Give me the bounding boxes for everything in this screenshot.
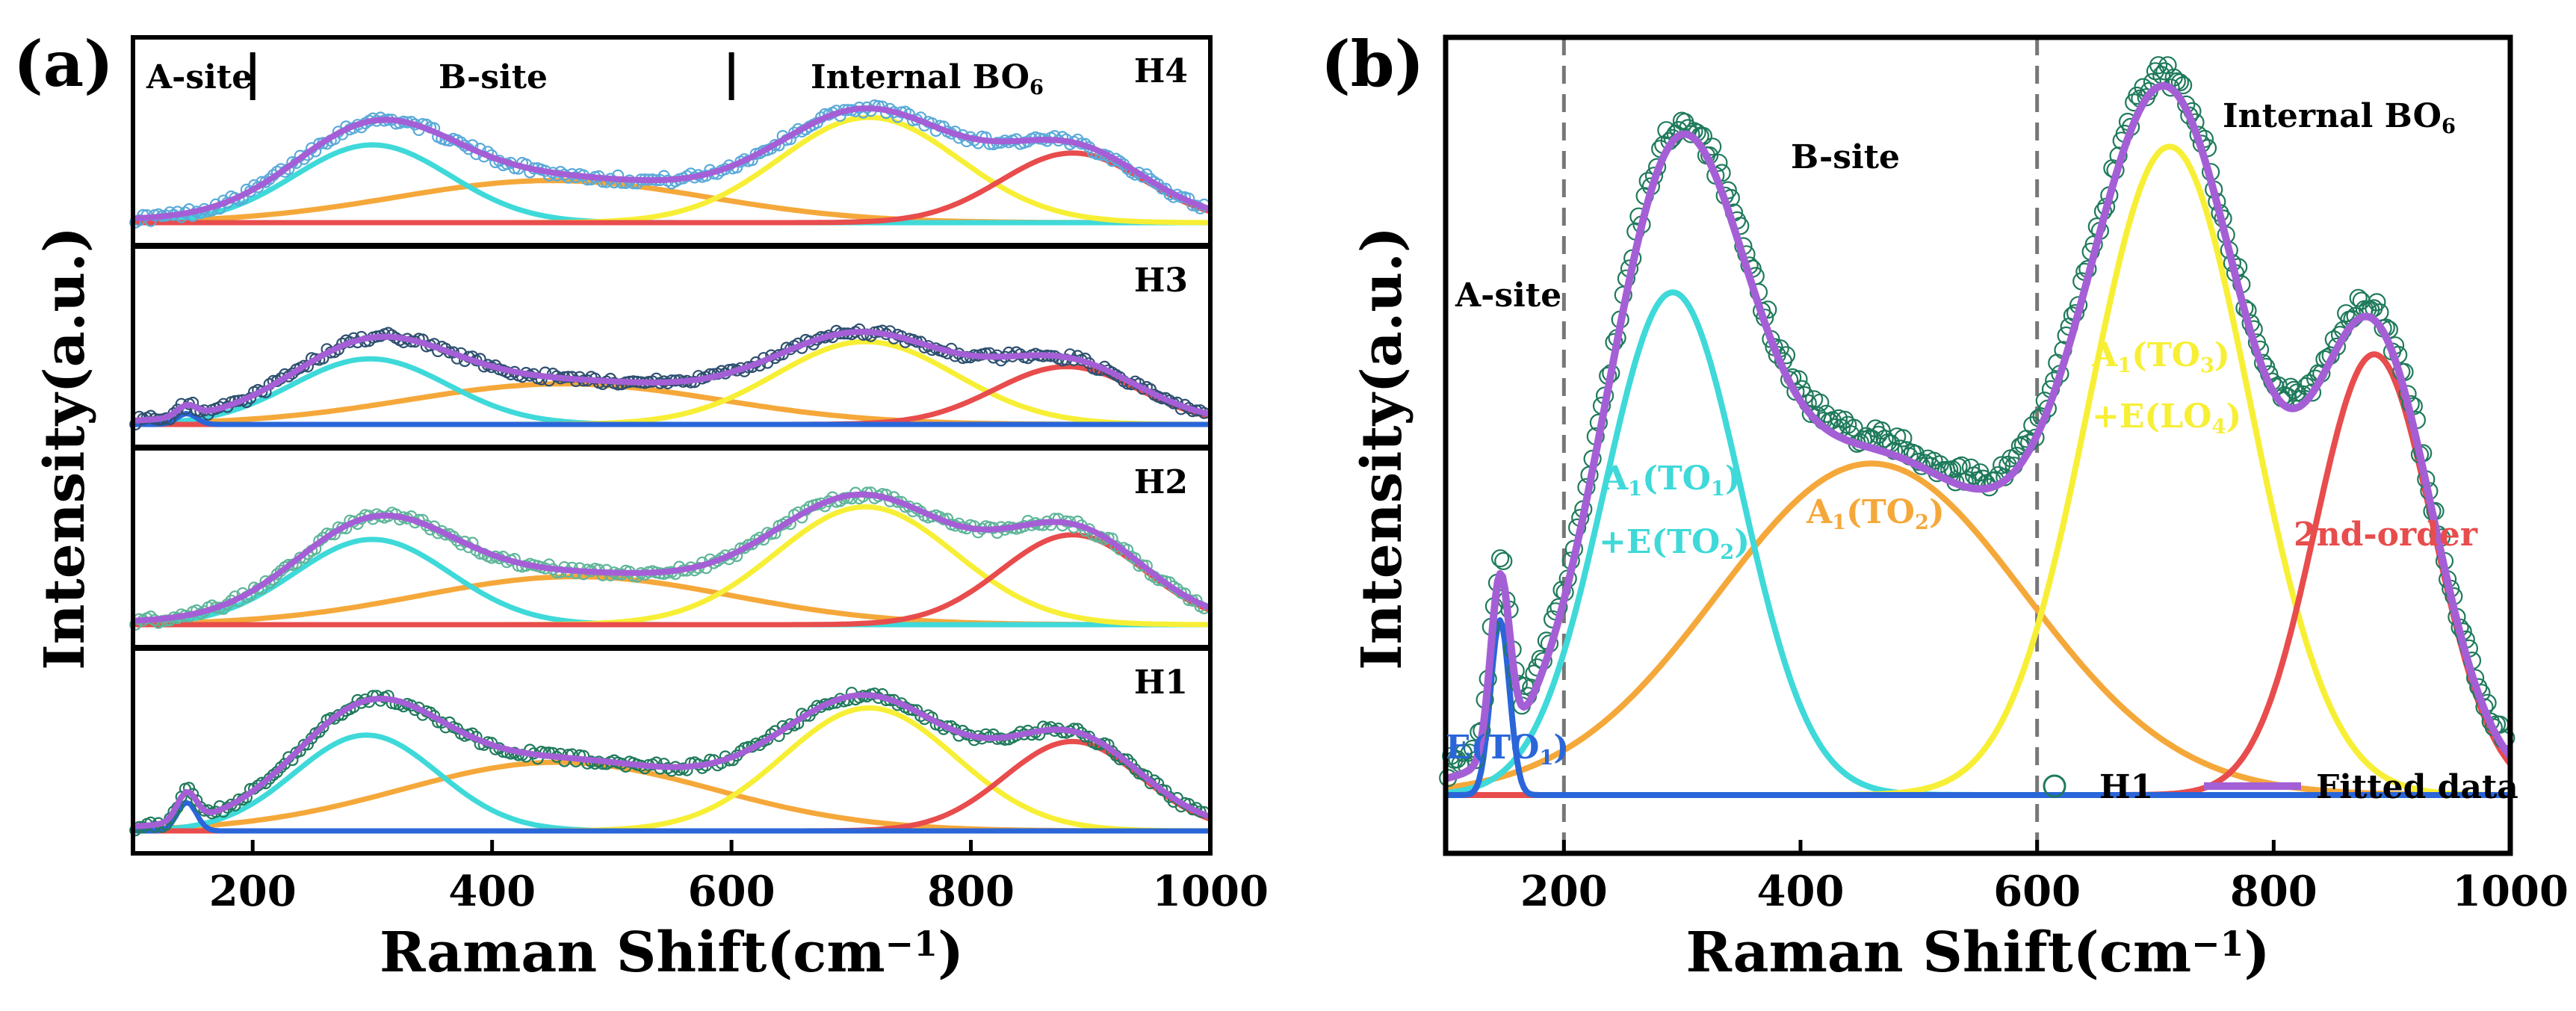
x-tick-label: 600 — [688, 867, 775, 916]
panel-a-xlabel: Raman Shift(cm−1) — [380, 921, 964, 985]
observed-point — [1894, 429, 1913, 448]
annotation-a1-to1: A1(TO1) — [1602, 460, 1741, 501]
peak-red-curve — [133, 150, 1211, 226]
region-label-b-site: B-site — [1791, 138, 1900, 176]
region-label-internal: Internal BO6 — [2223, 97, 2456, 138]
panel-b: (b) Intensity(a.u.) A-site B-site Internal B… — [1321, 27, 2569, 985]
panel-a-label: (a) — [13, 27, 114, 101]
fitted-curve-h3 — [132, 329, 1211, 424]
peak-curve-2 — [1445, 460, 2511, 798]
observed-point — [1875, 429, 1894, 448]
observed-point — [2174, 75, 2193, 95]
x-tick-label: 200 — [1520, 867, 1608, 916]
observed-point — [1817, 404, 1836, 423]
sample-label: H1 — [1134, 664, 1188, 702]
fitted-curve-h4 — [132, 105, 1212, 222]
panel-b-label: (b) — [1321, 27, 1424, 101]
x-tick-label: 800 — [2230, 867, 2318, 916]
fitted-curve-h2 — [132, 491, 1212, 624]
peak-orange-curve — [132, 178, 1210, 226]
observed-point — [2149, 56, 2168, 75]
subplot-frame — [131, 646, 1213, 856]
panel-a: (a) Intensity(a.u.) H4 H3 H2 H1 A-site B-site In… — [13, 27, 1269, 985]
peak-e-curve — [133, 411, 1210, 427]
sample-label: H4 — [1134, 52, 1188, 90]
legend-fitted-label: Fitted data — [2316, 768, 2518, 806]
observed-point — [2349, 288, 2368, 307]
fitted-curve-h1 — [1444, 81, 2513, 782]
region-label-b-site: B-site — [439, 58, 548, 96]
subplot-h4: H4 — [129, 35, 1213, 247]
observed-point — [2285, 380, 2303, 400]
observed-point — [2303, 383, 2322, 402]
peak-red-curve — [133, 532, 1212, 628]
region-label-a-site: A-site — [146, 58, 253, 96]
sample-label: H3 — [1134, 262, 1188, 300]
observed-point — [1811, 393, 1830, 412]
x-tick-label: 400 — [448, 867, 536, 916]
panel-b-frame — [1443, 34, 2513, 856]
x-tick-label: 600 — [1993, 867, 2081, 916]
annotation-e-lo4: +E(LO4) — [2092, 398, 2241, 439]
peak-orange-curve — [132, 574, 1210, 628]
x-tick-label: 200 — [209, 867, 297, 916]
legend-h1-marker — [2043, 774, 2066, 798]
x-tick-label: 1000 — [2452, 867, 2569, 916]
peak-e-curve — [133, 800, 1210, 834]
observed-point — [1805, 390, 1824, 409]
observed-point — [1494, 551, 1513, 571]
panel-a-ylabel: Intensity(a.u.) — [33, 226, 97, 670]
observed-point — [1136, 559, 1149, 572]
fitted-curve-h1 — [132, 692, 1212, 829]
annotation-2nd-order: 2nd-order — [2294, 516, 2478, 554]
observed-point — [2158, 56, 2177, 75]
observed-point — [1490, 549, 1510, 568]
observed-point — [2368, 293, 2386, 312]
peak-curve-0 — [1445, 617, 2511, 798]
observed-point — [2170, 73, 2189, 92]
legend-h1-label: H1 — [2099, 768, 2153, 806]
observed-point — [1829, 409, 1848, 428]
subplot-h3: H3 — [129, 244, 1213, 449]
annotation-e-to2: +E(TO2) — [1599, 523, 1750, 564]
observed-point — [297, 738, 310, 752]
sample-label: H2 — [1134, 463, 1188, 501]
subplot-h1: H1 — [129, 646, 1213, 856]
observed-point — [1872, 421, 1891, 440]
observed-point — [317, 720, 329, 734]
observed-point — [1993, 456, 2011, 474]
annotation-a1-to3: A1(TO3) — [2091, 336, 2230, 377]
panel-b-ylabel: Intensity(a.u.) — [1350, 226, 1414, 670]
region-label-a-site: A-site — [1455, 276, 1561, 315]
annotation-e-to1: E(TO1) — [1446, 729, 1569, 770]
x-tick-label: 800 — [927, 867, 1015, 916]
subplot-h2: H2 — [129, 446, 1213, 649]
x-tick-label: 400 — [1757, 867, 1845, 916]
observed-point — [274, 761, 288, 773]
region-label-internal: Internal BO6 — [811, 58, 1044, 99]
annotation-a1-to2: A1(TO2) — [1806, 493, 1945, 534]
panel-b-xlabel: Raman Shift(cm−1) — [1685, 921, 2270, 985]
x-tick-label: 1000 — [1152, 867, 1269, 916]
